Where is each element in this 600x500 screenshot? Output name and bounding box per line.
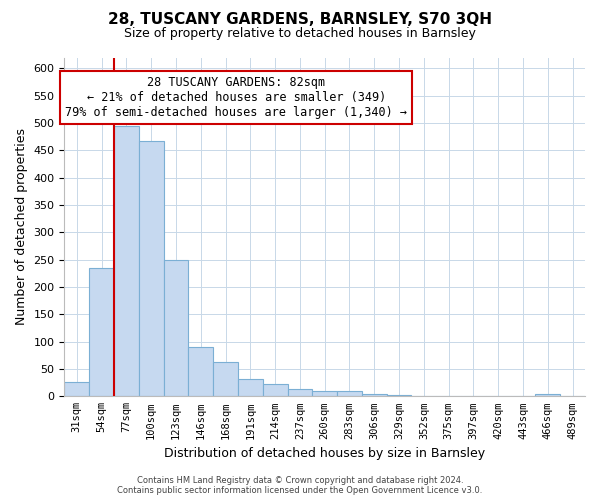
Bar [386, 395, 412, 396]
Bar [535, 394, 560, 396]
Bar [139, 140, 164, 396]
Bar [287, 388, 313, 396]
Text: 28, TUSCANY GARDENS, BARNSLEY, S70 3QH: 28, TUSCANY GARDENS, BARNSLEY, S70 3QH [108, 12, 492, 28]
Text: 28 TUSCANY GARDENS: 82sqm
← 21% of detached houses are smaller (349)
79% of semi: 28 TUSCANY GARDENS: 82sqm ← 21% of detac… [65, 76, 407, 119]
X-axis label: Distribution of detached houses by size in Barnsley: Distribution of detached houses by size … [164, 447, 485, 460]
Bar [263, 384, 287, 396]
Bar [89, 268, 114, 396]
Bar [313, 391, 337, 396]
Bar [164, 260, 188, 396]
Bar [114, 126, 139, 396]
Text: Size of property relative to detached houses in Barnsley: Size of property relative to detached ho… [124, 28, 476, 40]
Bar [213, 362, 238, 396]
Bar [64, 382, 89, 396]
Bar [238, 380, 263, 396]
Bar [337, 392, 362, 396]
Bar [188, 347, 213, 397]
Text: Contains HM Land Registry data © Crown copyright and database right 2024.
Contai: Contains HM Land Registry data © Crown c… [118, 476, 482, 495]
Bar [362, 394, 386, 396]
Y-axis label: Number of detached properties: Number of detached properties [15, 128, 28, 326]
